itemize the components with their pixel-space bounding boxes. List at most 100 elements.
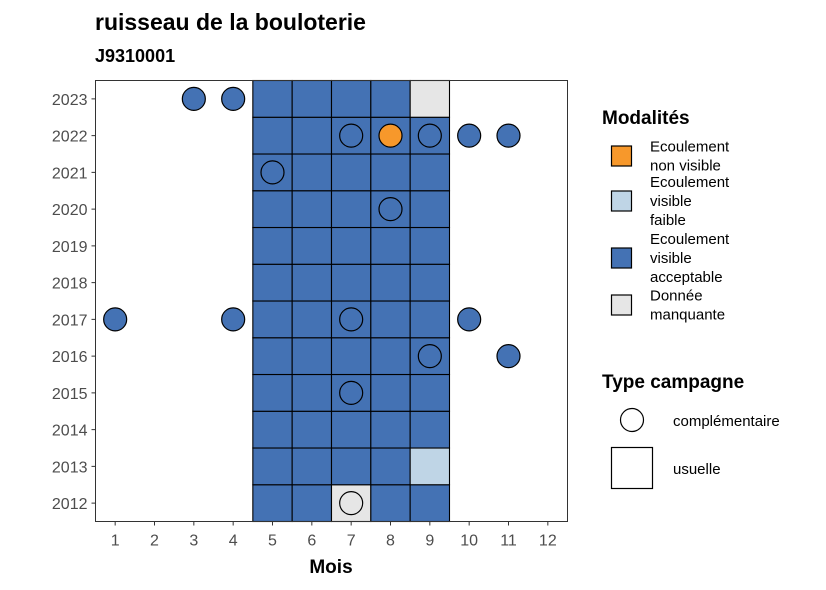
- y-tick-label: 2017: [52, 312, 88, 329]
- usuelle-tile: [370, 153, 411, 192]
- x-axis-title: Mois: [309, 557, 352, 578]
- x-tick-label: 4: [229, 533, 238, 550]
- legend-key-dm: [610, 294, 633, 316]
- usuelle-tile: [330, 447, 372, 486]
- legend-label-dm: Donnée: [650, 288, 703, 305]
- usuelle-tile: [370, 410, 411, 449]
- complementaire-point: [181, 86, 206, 111]
- legend-modalites-items: Ecoulement non visible Ecoulement visible fa…: [610, 139, 730, 324]
- legend-type-campagne: Type campagne complémentaire usuelle: [602, 372, 780, 490]
- usuelle-tile: [291, 373, 333, 412]
- complementaire-point: [378, 197, 403, 222]
- complementaire-point: [339, 307, 364, 332]
- y-tick-label: 2014: [52, 423, 88, 440]
- x-tick-label: 2: [150, 533, 159, 550]
- complementaire-point: [103, 307, 128, 332]
- complementaire-point: [496, 123, 521, 148]
- x-tick-label: 5: [268, 533, 277, 550]
- usuelle-tile: [409, 447, 451, 486]
- legend-label-va: Ecoulement: [650, 231, 730, 248]
- usuelle-tile: [370, 337, 411, 376]
- usuelle-tile: [252, 226, 293, 265]
- complementaire-point: [417, 344, 442, 369]
- plot-area: [95, 79, 568, 523]
- y-tick-label: 2013: [52, 459, 88, 476]
- x-tick-label: 8: [386, 533, 395, 550]
- legend-complementaire-circle: [619, 407, 645, 433]
- usuelle-tile: [291, 79, 333, 118]
- plot-border: [95, 80, 568, 522]
- usuelle-tile: [291, 263, 333, 302]
- complementaire-point: [457, 123, 482, 148]
- complementaire-point: [339, 491, 364, 516]
- usuelle-tile: [409, 153, 451, 192]
- usuelle-tile: [252, 263, 293, 302]
- usuelle-tile: [409, 410, 451, 449]
- legend-label-nv: non visible: [650, 158, 721, 175]
- usuelle-tile: [291, 410, 333, 449]
- usuelle-tile: [370, 79, 411, 118]
- complementaire-point: [339, 380, 364, 405]
- complementaire-point: [496, 344, 521, 369]
- complementaire-point: [339, 123, 364, 148]
- complementaire-point: [221, 307, 246, 332]
- usuelle-tile: [291, 337, 333, 376]
- usuelle-tile: [252, 300, 293, 339]
- usuelle-tile: [291, 447, 333, 486]
- legend-usuelle-label: usuelle: [673, 461, 721, 478]
- usuelle-tile: [370, 226, 411, 265]
- usuelle-tile: [291, 484, 333, 523]
- legend-key-vf: [610, 190, 633, 212]
- chart-subtitle: J9310001: [95, 46, 175, 66]
- usuelle-tile: [252, 190, 293, 229]
- legend-label-va: visible: [650, 250, 692, 267]
- usuelle-tile: [409, 484, 451, 523]
- x-tick-label: 10: [460, 533, 478, 550]
- usuelle-tile: [370, 300, 411, 339]
- legend-type-title: Type campagne: [602, 372, 744, 393]
- usuelle-tile: [370, 263, 411, 302]
- legend-label-nv: Ecoulement: [650, 139, 730, 156]
- legend-label-va: acceptable: [650, 269, 723, 286]
- usuelle-tile: [252, 337, 293, 376]
- usuelle-tile: [252, 116, 293, 155]
- usuelle-tile: [291, 153, 333, 192]
- x-tick-label: 11: [500, 533, 517, 550]
- usuelle-tile: [330, 226, 372, 265]
- x-tick-label: 3: [189, 533, 198, 550]
- usuelle-tile: [409, 79, 451, 118]
- y-tick-label: 2020: [52, 202, 88, 219]
- legend-modalites-title: Modalités: [602, 108, 690, 129]
- y-tick-label: 2018: [52, 276, 88, 293]
- complementaire-point: [260, 160, 285, 185]
- x-axis: 1 2 3 4 5 6 7 8 9 10 11 12: [111, 521, 557, 550]
- usuelle-tiles: [252, 79, 451, 523]
- x-tick-label: 9: [425, 533, 434, 550]
- usuelle-tile: [330, 153, 372, 192]
- x-tick-label: 1: [111, 533, 120, 550]
- legend-label-dm: manquante: [650, 307, 725, 324]
- complementaire-point: [221, 86, 246, 111]
- legend-key-va: [610, 247, 633, 269]
- usuelle-tile: [330, 263, 372, 302]
- legend-label-vf: faible: [650, 212, 686, 229]
- complementaire-point: [457, 307, 482, 332]
- y-tick-label: 2016: [52, 349, 88, 366]
- usuelle-tile: [409, 300, 451, 339]
- legend-usuelle-square: [610, 446, 654, 490]
- y-tick-label: 2012: [52, 496, 88, 513]
- x-tick-label: 7: [347, 533, 356, 550]
- usuelle-tile: [252, 484, 293, 523]
- legend-complementaire-label: complémentaire: [673, 413, 780, 430]
- usuelle-tile: [291, 190, 333, 229]
- usuelle-tile: [252, 410, 293, 449]
- y-axis: 2012 2013 2014 2015 2016 2017 2018 2019 2020 2021…: [52, 92, 96, 513]
- y-tick-label: 2015: [52, 386, 88, 403]
- usuelle-tile: [252, 447, 293, 486]
- usuelle-tile: [370, 447, 411, 486]
- usuelle-tile: [409, 226, 451, 265]
- complementaire-points: [103, 86, 521, 516]
- usuelle-tile: [370, 484, 411, 523]
